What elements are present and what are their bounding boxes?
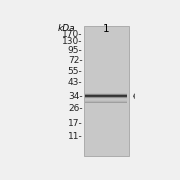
- Text: 11-: 11-: [68, 132, 82, 141]
- Text: 43-: 43-: [68, 78, 82, 87]
- Text: 17-: 17-: [68, 119, 82, 128]
- Text: 95-: 95-: [68, 46, 82, 55]
- Bar: [84, 26, 129, 156]
- Text: 72-: 72-: [68, 56, 82, 65]
- Text: 130-: 130-: [62, 37, 82, 46]
- Text: kDa: kDa: [58, 24, 76, 33]
- Text: 34-: 34-: [68, 92, 82, 101]
- Text: 1: 1: [103, 24, 109, 34]
- Text: 55-: 55-: [68, 67, 82, 76]
- Text: 26-: 26-: [68, 104, 82, 113]
- Text: 170-: 170-: [62, 30, 82, 39]
